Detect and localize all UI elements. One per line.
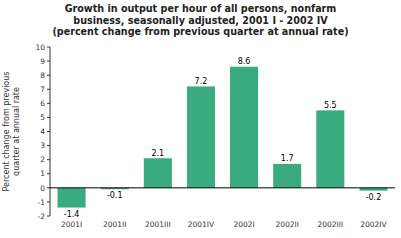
data-label: -0.1 [107, 191, 123, 200]
x-ticks: 2001I 2001II 2001III 2001IV 2002I 2002II 2002I… [61, 220, 388, 229]
data-label: 7.2 [195, 77, 208, 86]
y-tick [47, 159, 50, 160]
x-tick-label: 2002IV [360, 220, 387, 229]
y-tick-label: -2 [38, 212, 46, 221]
y-tick [47, 47, 50, 48]
y-tick-label: 7 [40, 85, 45, 94]
x-tick-label: 2002II [275, 220, 299, 229]
zero-line [50, 187, 395, 188]
x-tick-label: 2001I [61, 220, 82, 229]
y-tick-label: 9 [40, 57, 45, 66]
y-tick-label: 3 [40, 141, 45, 150]
bar [187, 86, 215, 187]
y-tick [47, 145, 50, 146]
x-tick-label: 2001II [103, 220, 127, 229]
y-tick [47, 187, 50, 188]
y-tick [47, 89, 50, 90]
y-label-line: Percent change from previous [2, 72, 11, 192]
y-tick-label: 6 [40, 99, 45, 108]
data-label: -0.2 [366, 193, 382, 202]
y-tick-label: 5 [40, 113, 45, 122]
data-labels: -1.4 -0.1 2.1 7.2 8.6 1.7 5.5 -0.2 [64, 57, 381, 218]
bar [316, 110, 344, 187]
bar [230, 67, 258, 188]
bar [58, 188, 86, 208]
chart-title: Growth in output per hour of all persons… [52, 3, 348, 37]
bar [273, 164, 301, 188]
y-tick [47, 117, 50, 118]
y-tick [47, 75, 50, 76]
data-label: 8.6 [238, 57, 251, 66]
y-tick-label: 4 [40, 127, 45, 136]
y-tick-label: -1 [38, 198, 46, 207]
x-tick-label: 2002III [317, 220, 343, 229]
chart-svg: Growth in output per hour of all persons… [0, 0, 401, 238]
y-tick [47, 131, 50, 132]
y-tick [47, 173, 50, 174]
y-tick-label: 2 [40, 155, 45, 164]
y-tick-label: 10 [35, 43, 45, 52]
x-tick-label: 2001III [145, 220, 171, 229]
y-tick [47, 216, 50, 217]
data-label: -1.4 [64, 210, 80, 219]
data-label: 5.5 [324, 101, 337, 110]
background [0, 0, 401, 238]
y-tick-label: 0 [40, 184, 45, 193]
y-tick [47, 61, 50, 62]
data-label: 1.7 [281, 154, 294, 163]
title-line: Growth in output per hour of all persons… [65, 3, 337, 14]
title-line: business, seasonally adjusted, 2001 I - … [73, 15, 328, 26]
y-tick-label: 1 [40, 169, 45, 178]
y-tick [47, 201, 50, 202]
y-axis-label: Percent change from previousquarter at a… [2, 72, 21, 192]
x-tick-label: 2001IV [188, 220, 215, 229]
y-label-line: quarter at annual rate [12, 87, 21, 176]
bars [58, 67, 388, 208]
bar [144, 158, 172, 188]
x-tick-label: 2002I [233, 220, 254, 229]
title-line: (percent change from previous quarter at… [52, 26, 348, 37]
y-tick-label: 8 [40, 71, 45, 80]
y-tick [47, 103, 50, 104]
chart-container: Growth in output per hour of all persons… [0, 0, 401, 238]
y-ticks: -2 -1 0 1 2 3 4 5 6 7 8 9 10 [35, 43, 50, 221]
data-label: 2.1 [151, 149, 164, 158]
